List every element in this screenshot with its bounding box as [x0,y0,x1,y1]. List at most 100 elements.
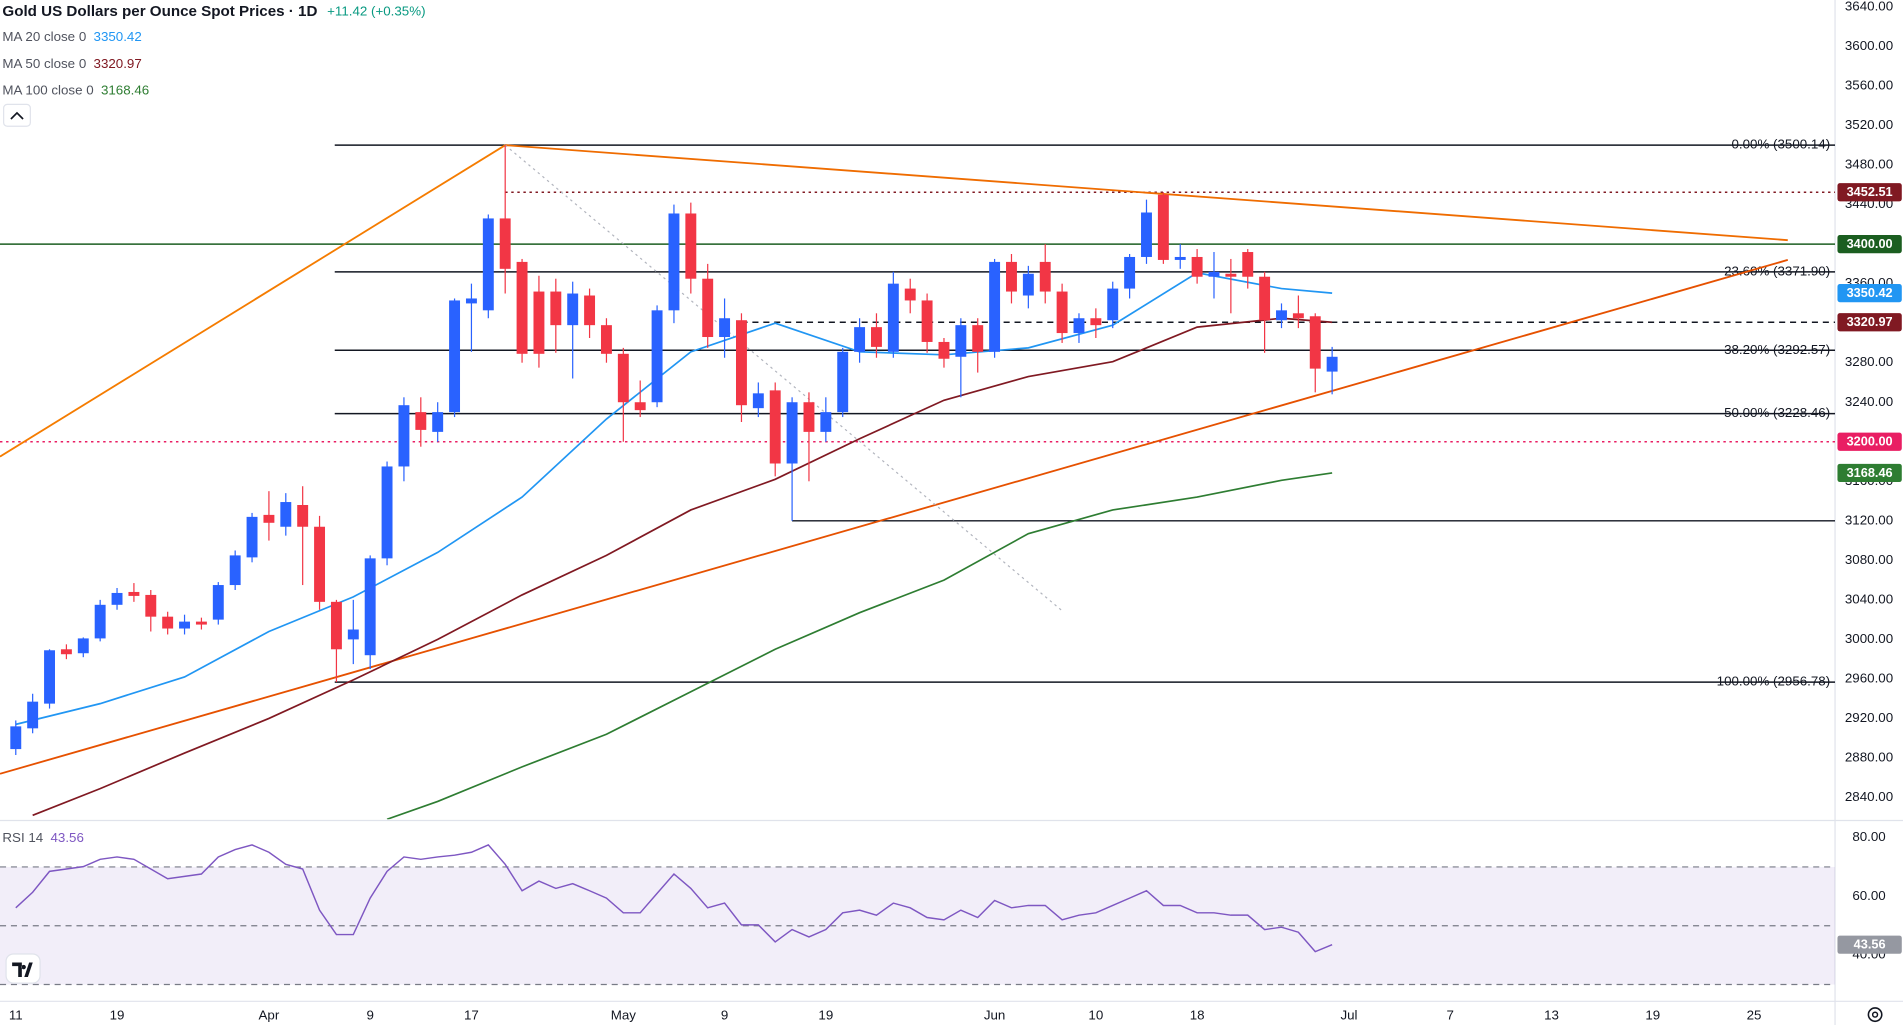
y-tick-label: 2840.00 [1845,789,1893,804]
price-tag-label: 3200.00 [1847,434,1893,449]
fib-label: 50.00% (3228.46) [1724,405,1830,420]
price-tag-label: 3168.46 [1847,465,1893,480]
moving-average-line [32,317,1333,817]
candle-body [398,405,410,467]
candle-body [482,218,494,311]
candle-body [381,466,393,559]
candle-body [280,502,292,527]
candle-body [921,300,933,342]
price-tag-label: 3350.42 [1847,285,1893,300]
price-tag [1837,935,1902,954]
legend-name: MA 50 close 0 [2,56,86,71]
legend-name: MA 20 close 0 [2,29,86,44]
price-tag-label: 3400.00 [1847,236,1893,251]
settings-icon[interactable] [1867,1007,1883,1023]
candle-body [1309,316,1321,369]
x-tick-label: Apr [259,1007,280,1022]
rsi-pane [0,844,1836,986]
y-tick-label: 3280.00 [1845,354,1893,369]
candle-body [550,291,562,326]
candle-body [685,213,697,279]
y-tick-label: 3040.00 [1845,591,1893,606]
price-tag-label: 3320.97 [1847,314,1893,329]
candle-body [432,412,444,432]
candle-body [1208,271,1220,277]
candle-body [837,351,849,413]
price-tag [1837,284,1902,303]
candle-body [803,402,815,432]
candle-body [128,591,140,596]
candle-body [60,649,72,655]
rsi-name: RSI 14 [2,830,43,845]
x-tick-label: Jun [984,1007,1006,1022]
price-tag-label: 3452.51 [1847,184,1893,199]
candle-body [702,278,714,338]
trend-line [0,144,506,458]
x-tick-label: 25 [1747,1007,1762,1022]
candle-body [330,601,342,650]
candle-body [229,555,241,586]
candle-body [668,213,680,311]
collapse-button-box[interactable] [3,103,31,127]
candle-body [263,514,275,523]
legend-value: 3320.97 [94,56,142,71]
candle-body [212,585,224,620]
x-tick-label: 19 [110,1007,125,1022]
fib-label: 0.00% (3500.14) [1732,137,1831,152]
candle-body [449,300,461,413]
price-tag [1837,235,1902,254]
candle-body [1090,318,1102,326]
candle-body [1107,288,1119,321]
price-tag [1837,183,1902,202]
logo-mark [12,962,33,978]
settings-ring[interactable] [1867,1007,1883,1023]
candle-body [533,291,545,354]
legend-value: 3350.42 [94,29,142,44]
y-tick-label: 3240.00 [1845,394,1893,409]
y-tick-label: 3080.00 [1845,552,1893,567]
candle-body [179,621,191,629]
price-pane: 0.00% (3500.14) 23.60% (3371.90) 38.20% (3… [0,137,1836,820]
candle-body [499,218,511,269]
candle-body [1157,194,1169,260]
candle-body [1056,291,1068,334]
trend-line [0,259,1789,775]
candle-body [820,412,832,432]
legend-name: MA 100 close 0 [2,83,93,98]
candle-body [415,412,427,430]
x-tick-label: Jul [1340,1007,1357,1022]
settings-core[interactable] [1871,1011,1879,1018]
candle-body [972,325,984,352]
candle-body [347,629,359,640]
collapse-chevron[interactable] [10,111,24,120]
price-tag [1837,313,1902,332]
candle-body [719,318,731,338]
candle-body [871,327,882,347]
y-tick-label: 2880.00 [1845,750,1893,765]
y-tick-label: 3560.00 [1845,78,1893,93]
candle-body [94,604,106,639]
candle-body [111,592,123,605]
x-tick-label: 9 [366,1007,373,1022]
y-tick-label: 2920.00 [1845,710,1893,725]
price-tag [1837,432,1902,451]
candle-body [651,310,663,403]
candle-body [77,638,89,654]
y-tick-label: 3600.00 [1845,38,1893,53]
x-tick-label: 13 [1544,1007,1559,1022]
candle-body [1326,356,1338,372]
candle-body [1174,256,1186,260]
candle-body [735,320,747,406]
candle-body [162,616,174,629]
candle-body [887,283,899,352]
candle-body [364,558,376,656]
price-tag [1837,463,1902,483]
rsi-line [15,844,1333,953]
candle-body [1259,276,1271,321]
candle-body [1242,252,1254,277]
candle-body [938,341,950,359]
candle-body [854,327,866,352]
candle-body [1191,256,1203,277]
collapse-button[interactable] [3,103,31,127]
candle-body [195,621,207,625]
